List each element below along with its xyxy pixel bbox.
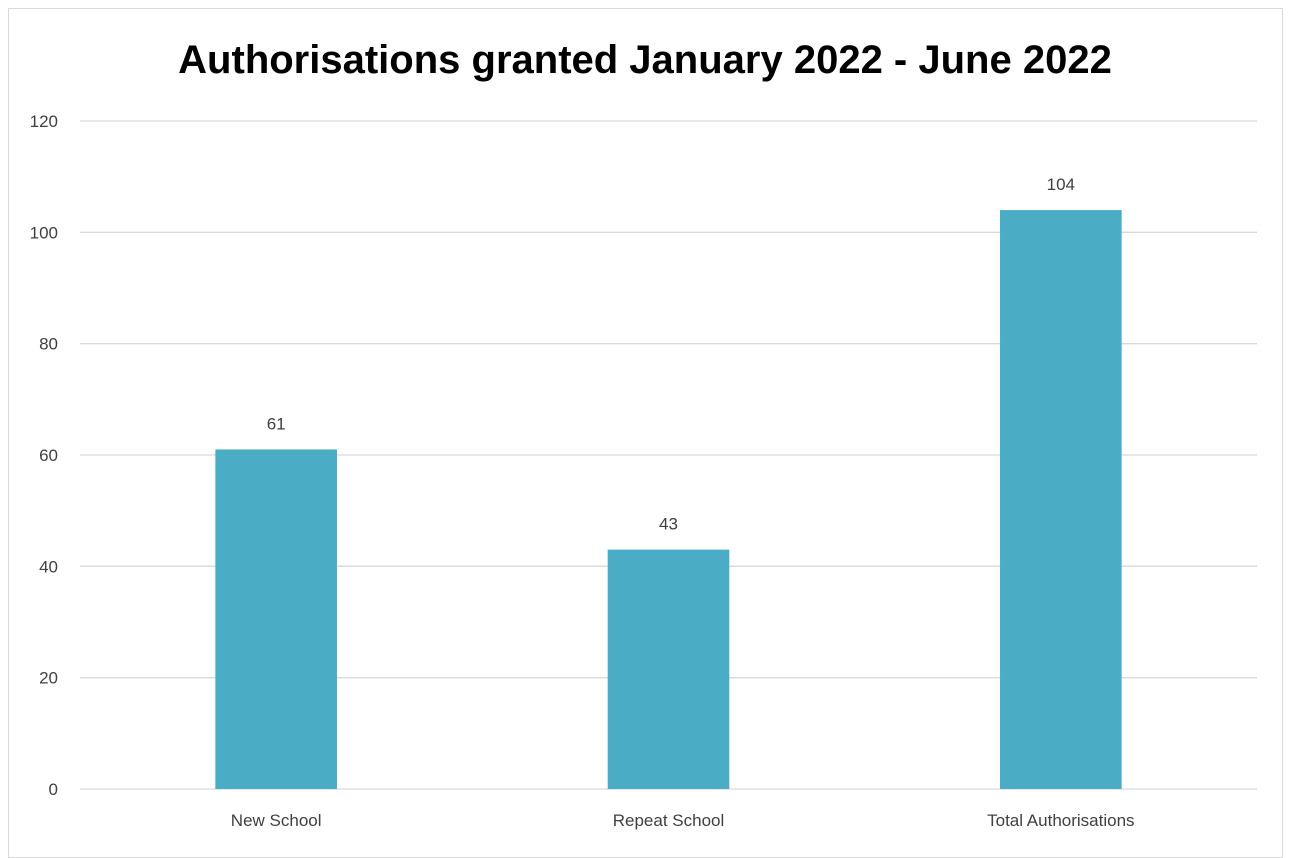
bar — [215, 449, 337, 789]
y-tick-label: 20 — [39, 669, 58, 688]
bar-data-label: 104 — [1047, 175, 1075, 194]
data-labels: 61 43 104 — [267, 175, 1075, 534]
bar-data-label: 43 — [659, 515, 678, 534]
x-category-label: Total Authorisations — [987, 811, 1134, 830]
x-category-label: New School — [231, 811, 322, 830]
y-tick-label: 80 — [39, 335, 58, 354]
y-tick-label: 0 — [49, 780, 58, 799]
bar — [607, 549, 730, 789]
y-tick-label: 40 — [39, 557, 58, 576]
bars — [215, 210, 1122, 790]
y-tick-label: 120 — [30, 112, 58, 131]
y-tick-label: 100 — [30, 223, 58, 242]
x-axis-category-labels: New School Repeat School Total Authorisati… — [231, 811, 1135, 830]
bar — [1000, 210, 1122, 790]
chart-title: Authorisations granted January 2022 - Ju… — [178, 38, 1112, 82]
y-tick-label: 60 — [39, 446, 58, 465]
x-category-label: Repeat School — [613, 811, 725, 830]
y-axis-tick-labels: 0 20 40 60 80 100 120 — [30, 112, 58, 799]
bar-data-label: 61 — [267, 414, 286, 433]
